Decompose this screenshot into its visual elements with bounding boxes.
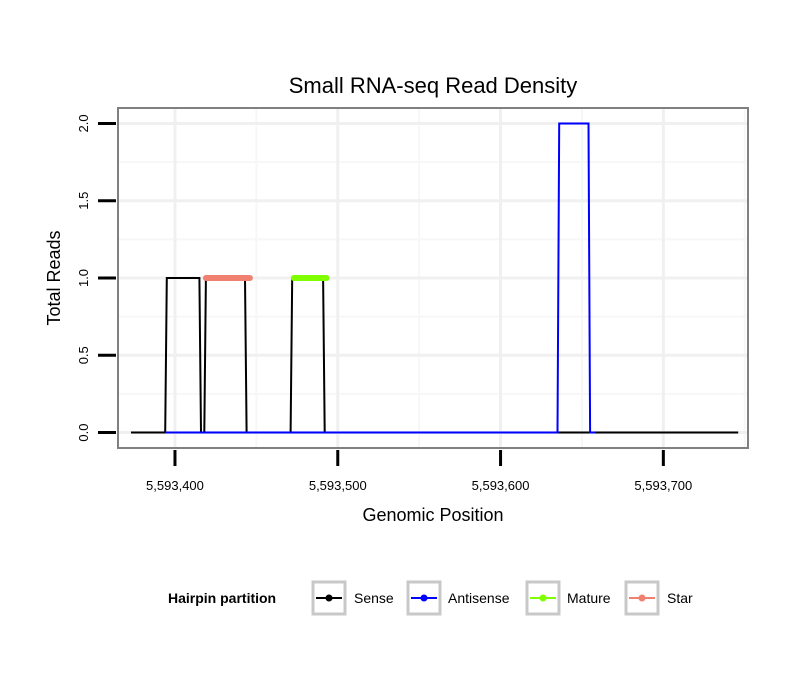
chart-title: Small RNA-seq Read Density (289, 73, 578, 98)
legend-item-sense: Sense (311, 580, 394, 616)
legend-item-star: Star (624, 580, 693, 616)
y-tick-label: 0.0 (76, 424, 91, 442)
plot-panel-border (117, 107, 749, 449)
y-tick-label: 2.0 (76, 114, 91, 132)
y-tick-label: 1.0 (76, 269, 91, 287)
x-tick-label: 5,593,600 (472, 478, 530, 493)
legend-key-point (420, 594, 428, 602)
x-tick-label: 5,593,700 (634, 478, 692, 493)
x-tick-label: 5,593,400 (146, 478, 204, 493)
x-tick-marks (173, 450, 665, 466)
legend-label-sense: Sense (354, 590, 394, 606)
legend-key-point (539, 594, 547, 602)
x-axis-label: Genomic Position (362, 505, 503, 525)
legend-item-antisense: Antisense (406, 580, 510, 616)
legend-label-mature: Mature (567, 590, 611, 606)
legend-items: Sense Antisense Mature Star (311, 580, 693, 616)
legend-key-point (325, 594, 333, 602)
legend-title: Hairpin partition (168, 590, 276, 606)
y-tick-marks (98, 121, 116, 435)
series-line-antisense (165, 122, 595, 434)
y-axis-label: Total Reads (44, 230, 64, 325)
legend-key-point (638, 594, 646, 602)
x-tick-labels: 5,593,400 5,593,500 5,593,600 5,593,700 (146, 478, 692, 493)
y-tick-labels: 0.0 0.5 1.0 1.5 2.0 (76, 114, 91, 441)
legend-label-star: Star (667, 590, 693, 606)
x-tick-label: 5,593,500 (309, 478, 367, 493)
series-layer (131, 122, 739, 434)
legend: Hairpin partition Sense Antisense Mature St… (168, 580, 693, 616)
legend-label-antisense: Antisense (448, 590, 510, 606)
legend-item-mature: Mature (525, 580, 611, 616)
y-tick-label: 1.5 (76, 192, 91, 210)
y-tick-label: 0.5 (76, 346, 91, 364)
